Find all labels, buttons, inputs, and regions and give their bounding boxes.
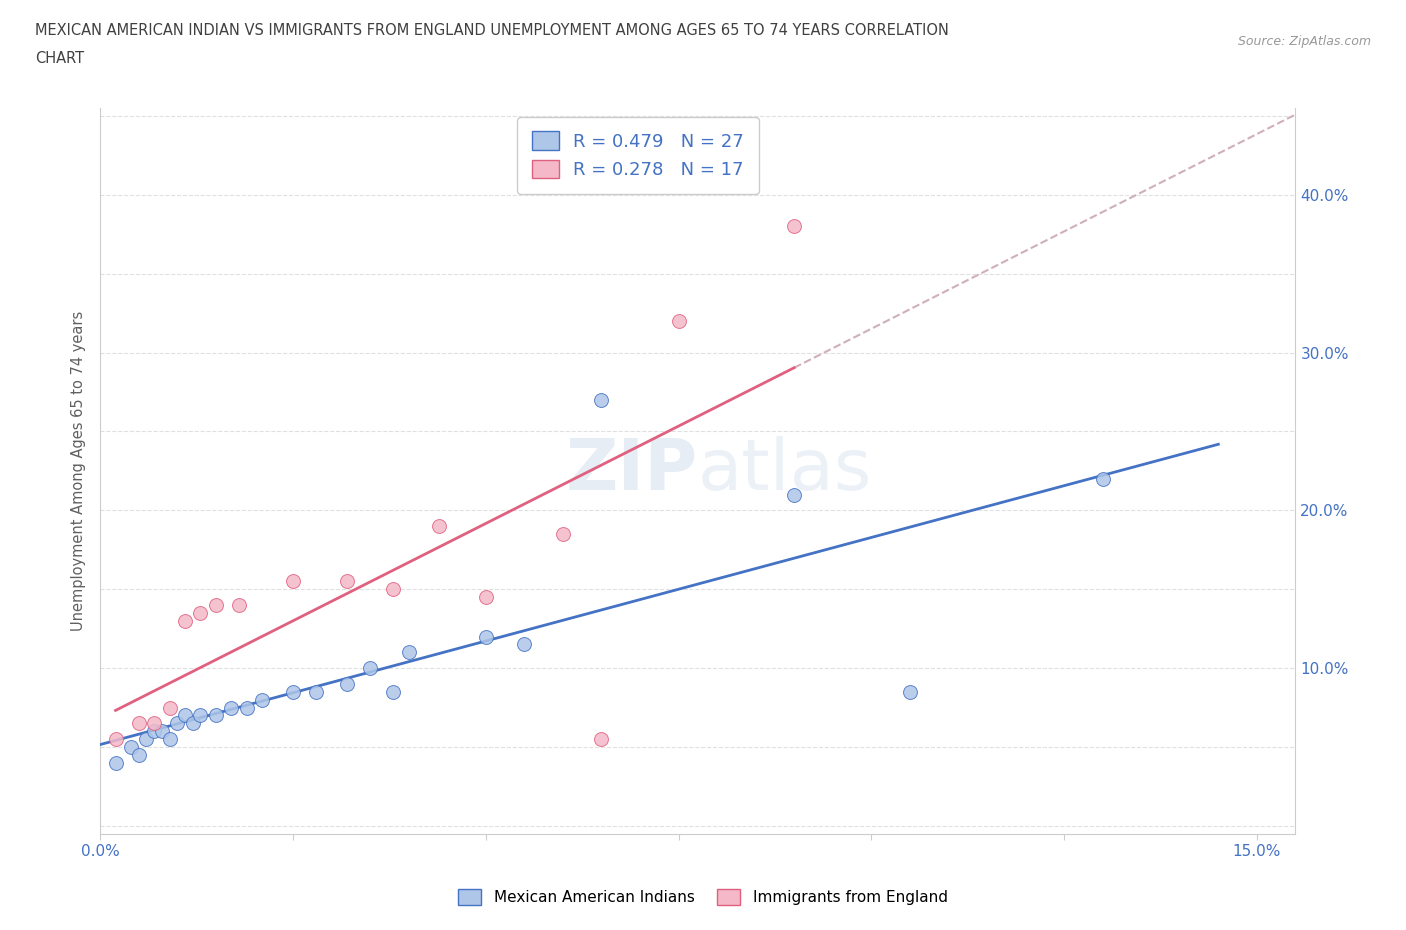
Point <box>150 724 173 738</box>
Point <box>783 219 806 233</box>
Point <box>281 574 304 589</box>
Point <box>305 684 328 699</box>
Legend: R = 0.479   N = 27, R = 0.278   N = 17: R = 0.479 N = 27, R = 0.278 N = 17 <box>517 117 759 193</box>
Point <box>250 692 273 707</box>
Point <box>898 684 921 699</box>
Point <box>235 700 257 715</box>
Point <box>783 487 806 502</box>
Point <box>336 676 359 691</box>
Point <box>128 716 150 731</box>
Point <box>204 598 226 613</box>
Point <box>135 732 157 747</box>
Point <box>281 684 304 699</box>
Point <box>591 732 613 747</box>
Point <box>513 637 536 652</box>
Point <box>166 716 188 731</box>
Point <box>551 526 574 541</box>
Point <box>174 614 197 629</box>
Point <box>120 739 142 754</box>
Point <box>104 755 127 770</box>
Legend: Mexican American Indians, Immigrants from England: Mexican American Indians, Immigrants fro… <box>451 882 955 913</box>
Point <box>190 708 212 723</box>
Point <box>143 724 166 738</box>
Point <box>228 598 250 613</box>
Text: atlas: atlas <box>697 436 872 505</box>
Point <box>668 313 690 328</box>
Point <box>429 519 451 534</box>
Text: MEXICAN AMERICAN INDIAN VS IMMIGRANTS FROM ENGLAND UNEMPLOYMENT AMONG AGES 65 TO: MEXICAN AMERICAN INDIAN VS IMMIGRANTS FR… <box>35 23 949 38</box>
Text: Source: ZipAtlas.com: Source: ZipAtlas.com <box>1237 35 1371 48</box>
Point <box>219 700 242 715</box>
Point <box>143 716 166 731</box>
Text: CHART: CHART <box>35 51 84 66</box>
Point <box>159 700 181 715</box>
Point <box>591 392 613 407</box>
Point <box>382 684 405 699</box>
Point <box>104 732 127 747</box>
Point <box>1091 472 1114 486</box>
Text: ZIP: ZIP <box>565 436 697 505</box>
Point <box>474 629 496 644</box>
Point <box>204 708 226 723</box>
Y-axis label: Unemployment Among Ages 65 to 74 years: Unemployment Among Ages 65 to 74 years <box>72 311 86 631</box>
Point <box>128 748 150 763</box>
Point <box>398 644 420 659</box>
Point <box>174 708 197 723</box>
Point <box>181 716 204 731</box>
Point <box>159 732 181 747</box>
Point <box>190 605 212 620</box>
Point <box>474 590 496 604</box>
Point <box>382 582 405 597</box>
Point <box>359 660 381 675</box>
Point <box>336 574 359 589</box>
